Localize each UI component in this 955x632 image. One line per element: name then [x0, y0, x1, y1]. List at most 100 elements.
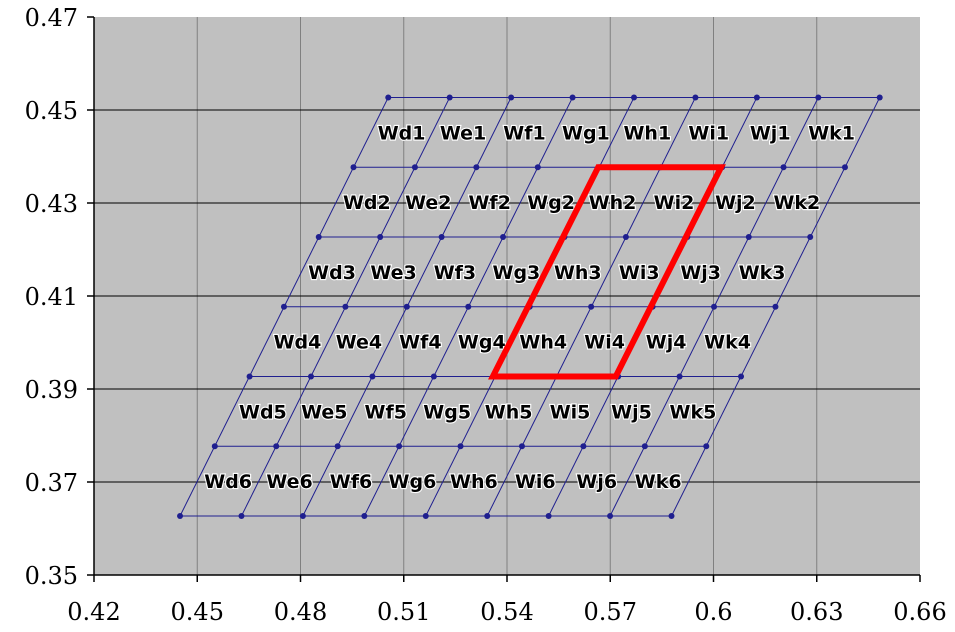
cell-label-wf3: Wf3 — [434, 262, 476, 284]
cell-label-wf2: Wf2 — [468, 192, 510, 214]
mesh-point — [446, 94, 453, 101]
mesh-point — [403, 303, 410, 310]
cell-label-wj4: Wj4 — [646, 332, 687, 354]
mesh-point — [692, 94, 699, 101]
mesh-point — [580, 443, 587, 450]
cell-label-wk1: Wk1 — [808, 122, 855, 144]
cell-label-wj3: Wj3 — [680, 262, 721, 284]
cell-label-wk5: Wk5 — [670, 401, 717, 423]
cell-label-wi1: Wi1 — [688, 122, 729, 144]
cell-label-wd1: Wd1 — [378, 122, 426, 144]
mesh-point — [211, 443, 218, 450]
axes — [87, 16, 921, 582]
cell-label-wi3: Wi3 — [619, 262, 660, 284]
cell-label-wj5: Wj5 — [611, 401, 652, 423]
cell-label-wi2: Wi2 — [654, 192, 695, 214]
cell-label-wg2: Wg2 — [527, 192, 575, 214]
cell-label-we5: We5 — [301, 401, 347, 423]
cell-label-wh3: Wh3 — [554, 262, 602, 284]
mesh-point — [668, 512, 675, 519]
x-tick-label: 0.6 — [694, 598, 732, 626]
y-tick-label: 0.47 — [25, 4, 78, 32]
y-tick-label: 0.43 — [25, 190, 78, 218]
mesh-point — [280, 303, 287, 310]
x-tick-label: 0.45 — [171, 598, 224, 626]
mesh-point — [315, 233, 322, 240]
mesh-point — [622, 233, 629, 240]
cell-label-we6: We6 — [266, 471, 312, 493]
mesh-point — [396, 443, 403, 450]
mesh-point — [177, 512, 184, 519]
y-tick-label: 0.37 — [25, 469, 78, 497]
mesh-point — [738, 373, 745, 380]
cell-label-we2: We2 — [405, 192, 451, 214]
cell-label-wd4: Wd4 — [274, 332, 322, 354]
cell-label-wf5: Wf5 — [365, 401, 407, 423]
x-tick-label: 0.42 — [67, 598, 120, 626]
x-tick-label: 0.63 — [790, 598, 843, 626]
mesh-point — [369, 373, 376, 380]
y-tick-label: 0.39 — [25, 376, 78, 404]
mesh-point — [753, 94, 760, 101]
cell-label-wk3: Wk3 — [739, 262, 786, 284]
x-tick-label: 0.57 — [584, 598, 637, 626]
mesh-point — [334, 443, 341, 450]
grid-lines — [94, 17, 920, 575]
y-tick-label: 0.41 — [25, 283, 78, 311]
mesh-point — [246, 373, 253, 380]
mesh-point — [422, 512, 429, 519]
cell-label-wh1: Wh1 — [623, 122, 671, 144]
cell-label-wj2: Wj2 — [715, 192, 756, 214]
mesh-point — [876, 94, 883, 101]
x-tick-labels: 0.42 0.45 0.48 0.51 0.54 0.57 0.6 0.63 0.66 — [67, 598, 946, 626]
cell-label-wh2: Wh2 — [589, 192, 637, 214]
x-tick-label: 0.51 — [377, 598, 430, 626]
cell-label-wd6: Wd6 — [204, 471, 252, 493]
mesh-point — [745, 233, 752, 240]
mesh-point — [473, 164, 480, 171]
cell-label-wf4: Wf4 — [399, 332, 441, 354]
mesh-point — [841, 164, 848, 171]
mesh-point — [457, 443, 464, 450]
cell-label-wi5: Wi5 — [550, 401, 591, 423]
cell-label-wf6: Wf6 — [330, 471, 372, 493]
mesh-point — [350, 164, 357, 171]
mesh-point — [703, 443, 710, 450]
mesh-point — [545, 512, 552, 519]
mesh-point — [385, 94, 392, 101]
cell-label-wh5: Wh5 — [485, 401, 533, 423]
cell-label-wi4: Wi4 — [584, 332, 625, 354]
mesh-point — [273, 443, 280, 450]
mesh-point — [299, 512, 306, 519]
cell-label-wg5: Wg5 — [423, 401, 471, 423]
mesh-point — [411, 164, 418, 171]
mesh-point — [484, 512, 491, 519]
mesh-point — [815, 94, 822, 101]
cell-label-wk4: Wk4 — [704, 332, 751, 354]
cell-label-wg4: Wg4 — [458, 332, 506, 354]
x-tick-label: 0.66 — [893, 598, 946, 626]
mesh-point — [807, 233, 814, 240]
mesh-point — [534, 164, 541, 171]
y-tick-label: 0.35 — [25, 562, 78, 590]
cell-label-wk2: Wk2 — [773, 192, 820, 214]
cell-label-wj6: Wj6 — [576, 471, 617, 493]
mesh-point — [508, 94, 515, 101]
mesh-point — [676, 373, 683, 380]
cell-label-wg1: Wg1 — [562, 122, 610, 144]
cell-label-wj1: Wj1 — [750, 122, 791, 144]
mesh-point — [607, 512, 614, 519]
cell-label-wf1: Wf1 — [503, 122, 545, 144]
mesh-point — [361, 512, 368, 519]
cell-labels: Wd1 We1 Wf1 Wg1 Wh1 Wi1 Wj1 Wk1 Wd2 We2 Wf2 Wg2 Wh2 W… — [203, 121, 856, 494]
mesh-point — [307, 373, 314, 380]
mesh-point — [238, 512, 245, 519]
cell-label-we1: We1 — [440, 122, 486, 144]
mesh-point — [588, 303, 595, 310]
cell-label-wd3: Wd3 — [308, 262, 356, 284]
mesh-point — [641, 443, 648, 450]
mesh-point — [342, 303, 349, 310]
mesh-point — [630, 94, 637, 101]
mesh-point — [430, 373, 437, 380]
